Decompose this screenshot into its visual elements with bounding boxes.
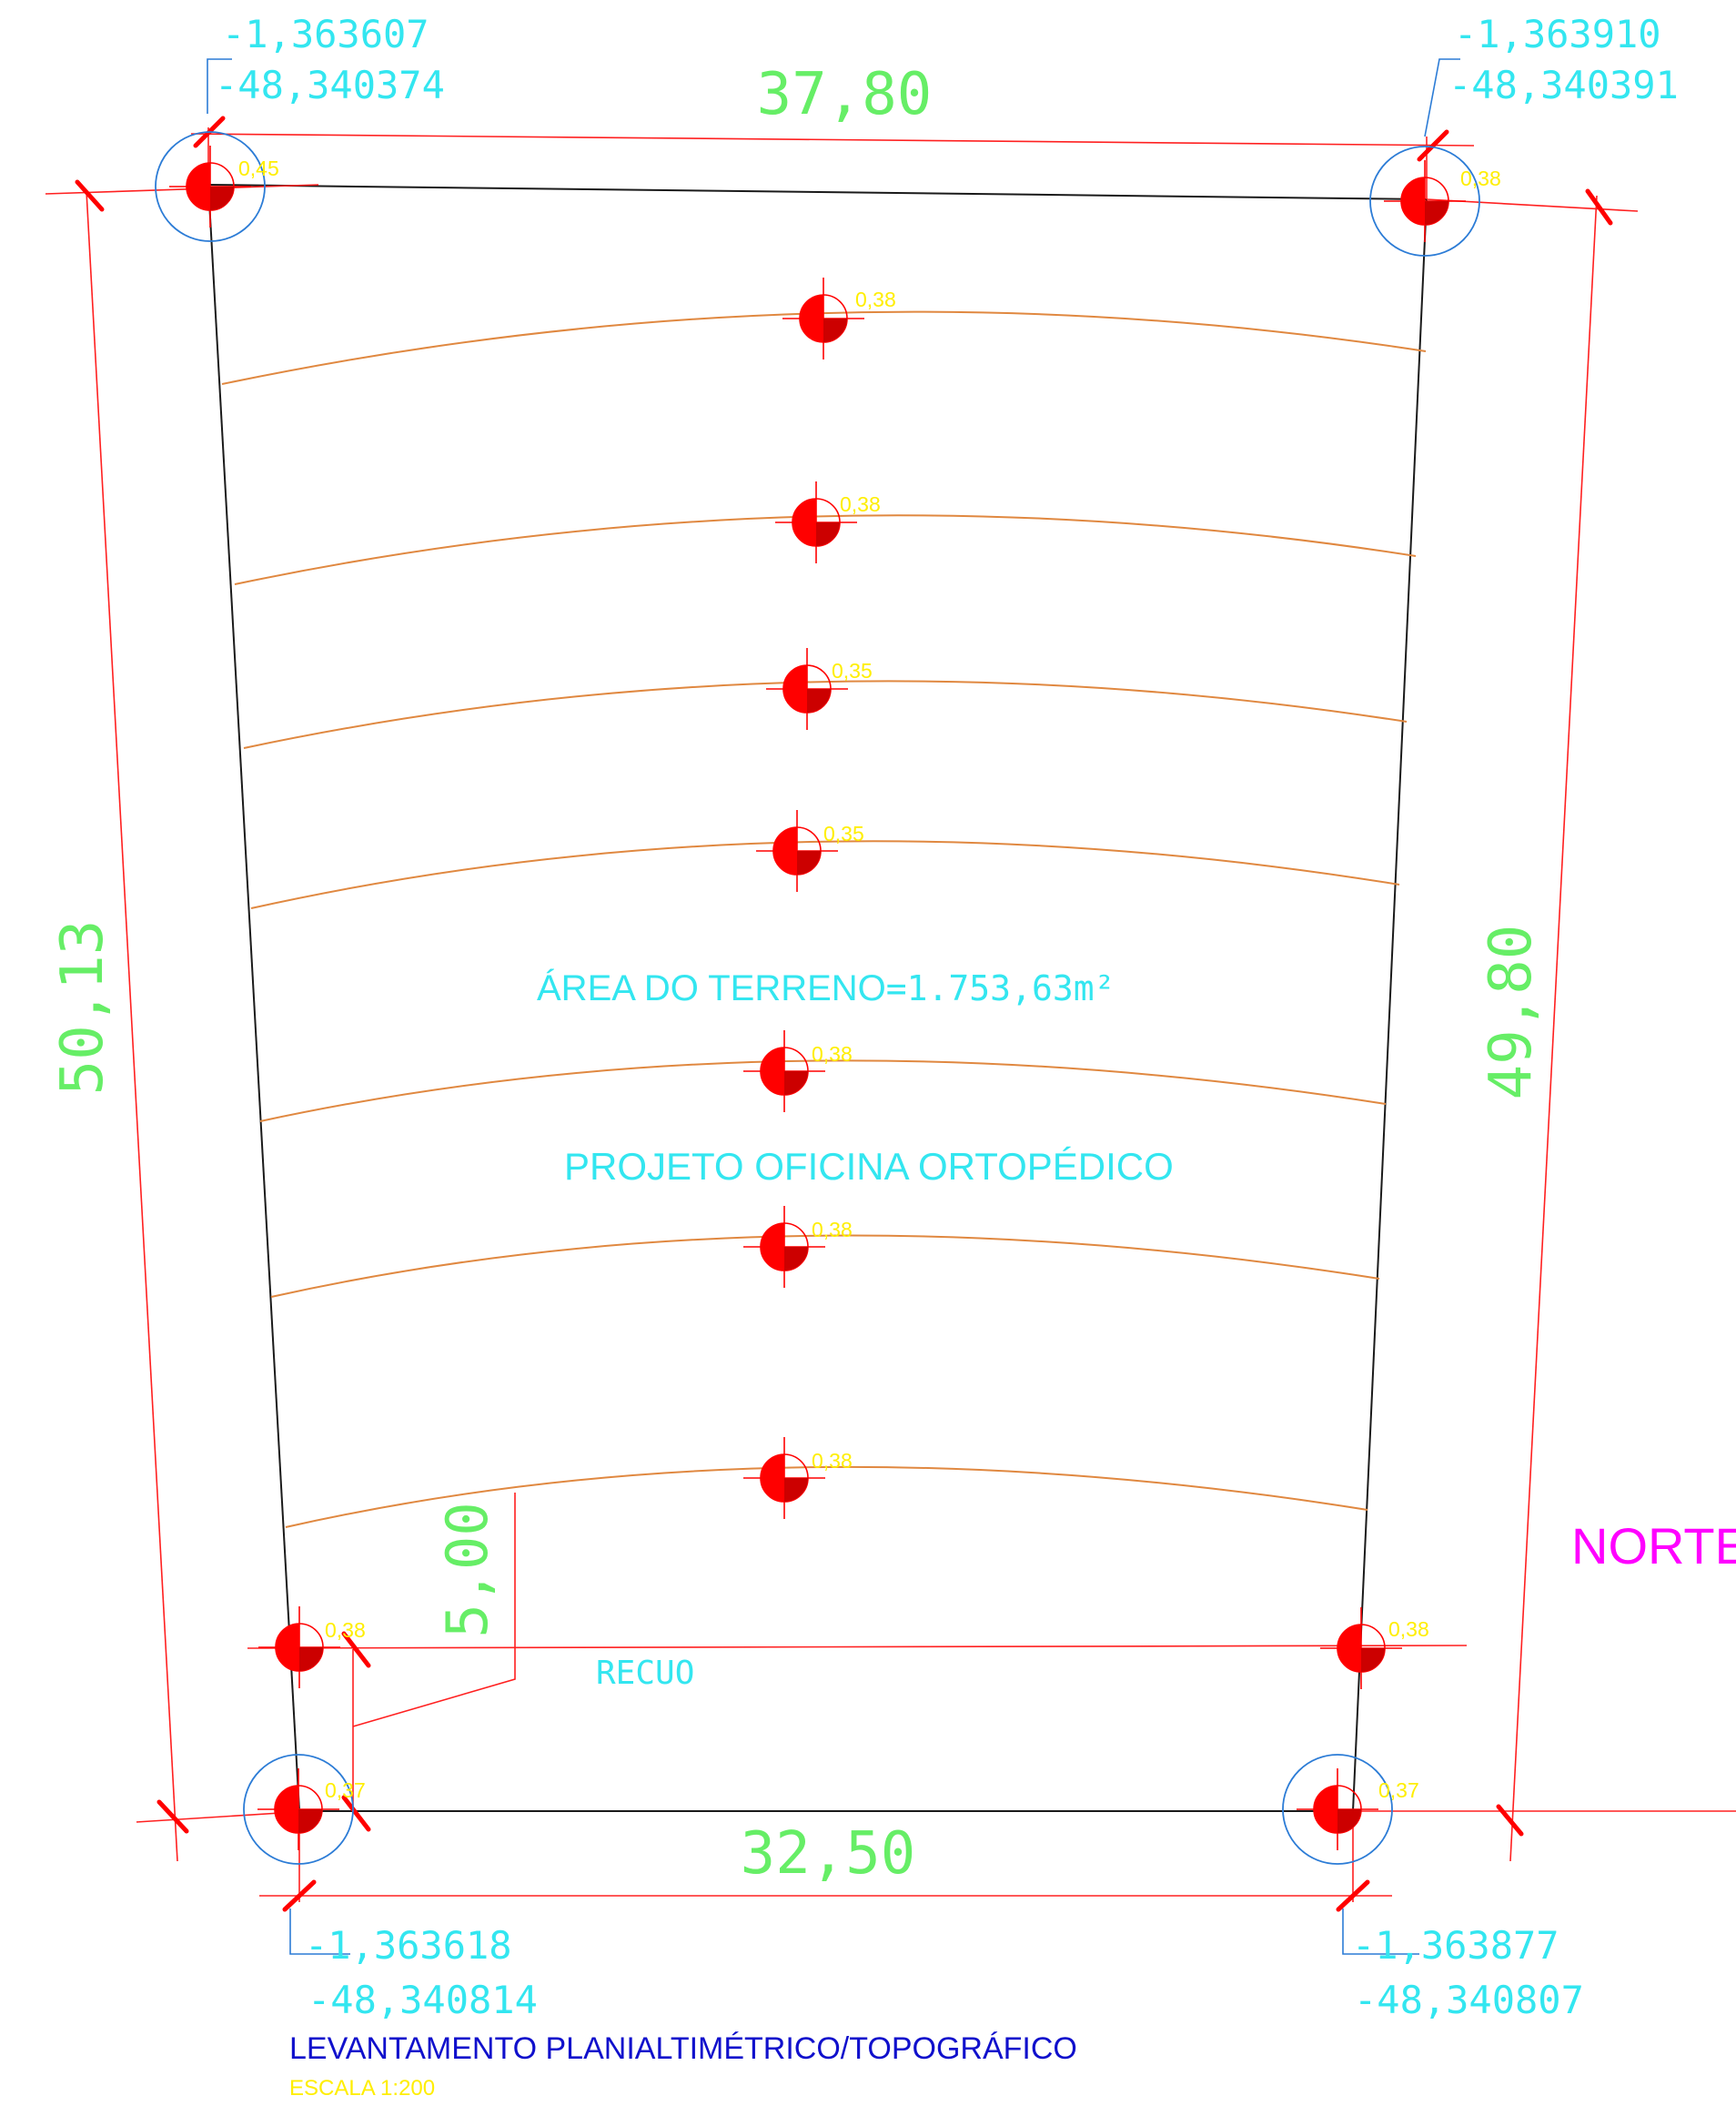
dimension-tick-icon: [75, 179, 105, 212]
survey-point-icon: [169, 146, 251, 228]
coordinate-leader: [1342, 1909, 1419, 1955]
dimension-tick-icon: [1496, 1804, 1524, 1837]
elevation-label: 0,38: [812, 1449, 853, 1473]
boundary-right: [1352, 198, 1428, 1812]
area-value: =1.753,63m²: [886, 968, 1115, 1008]
elevation-label: 0,37: [325, 1778, 366, 1802]
survey-point-icon: [1297, 1768, 1378, 1850]
contour-line: [250, 840, 1400, 909]
dimension-labels: 37,80 32,50 50,13 49,80 5,00: [49, 61, 1545, 1888]
dimension-lines: [45, 58, 1736, 1955]
corner-coordinates: -1,363607 -48,340374 -1,363910 -48,34039…: [215, 12, 1679, 2022]
coordinate-lat-top-left: -1,363607: [222, 12, 429, 56]
drawing-title: LEVANTAMENTO PLANIALTIMÉTRICO/TOPOGRÁFIC…: [289, 2031, 1077, 2066]
elevation-label: 0,35: [832, 659, 873, 683]
survey-point-icon: [766, 648, 848, 730]
dimension-tick-icon: [1417, 129, 1449, 162]
corner-benchmark-icon: [1369, 146, 1480, 257]
survey-point-icon: [756, 810, 838, 892]
project-title: PROJETO OFICINA ORTOPÉDICO: [564, 1145, 1174, 1188]
dimension-line-left: [86, 190, 178, 1862]
corner-benchmark-icon: [243, 1754, 354, 1865]
dimension-tick-icon: [1336, 1879, 1370, 1912]
coordinate-lon-bottom-right: -48,340807: [1354, 1978, 1584, 2022]
setback-line: [247, 1645, 1468, 1649]
dimension-tick-icon: [282, 1879, 317, 1912]
boundary-top: [207, 184, 1428, 200]
coordinate-leader: [1424, 58, 1460, 137]
dimension-line-top: [190, 133, 1475, 147]
coordinate-lon-top-left: -48,340374: [215, 63, 445, 107]
north-label: NORTE: [1571, 1517, 1736, 1574]
contour-line: [270, 1234, 1380, 1298]
boundary-left: [207, 184, 300, 1812]
setback-label: RECUO: [596, 1655, 694, 1692]
dimension-label-right: 49,80: [1478, 925, 1545, 1100]
elevation-label: 0,38: [840, 492, 881, 516]
dimension-line-right: [1509, 195, 1598, 1862]
coordinate-lat-bottom-left: -1,363618: [305, 1923, 512, 1968]
coordinate-lon-bottom-left: -48,340814: [308, 1978, 538, 2022]
survey-point-icon: [1320, 1607, 1402, 1689]
coordinate-lat-top-right: -1,363910: [1454, 12, 1661, 56]
area-name: ÁREA DO TERRENO: [537, 967, 886, 1008]
drawing-scale: ESCALA 1:200: [289, 2076, 435, 2101]
coordinate-lon-top-right: -48,340391: [1448, 63, 1679, 107]
dimension-label-bottom: 32,50: [741, 1820, 916, 1888]
coordinate-leader: [289, 1909, 350, 1955]
dimension-label-left: 50,13: [49, 920, 116, 1096]
coordinate-leader: [207, 58, 232, 114]
spot-elevations: 0,38 0,38 0,35 0,35 0,38 0,38 0,38: [812, 288, 896, 1473]
elevation-label: 0,38: [855, 288, 896, 311]
dimension-tick-icon: [156, 1799, 189, 1834]
survey-point-icon: [782, 278, 864, 359]
elevation-label: 0,45: [238, 157, 279, 180]
contour-line: [243, 680, 1408, 749]
area-label: ÁREA DO TERRENO=1.753,63m²: [537, 967, 1115, 1008]
survey-points: [169, 146, 1466, 1850]
survey-point-icon: [257, 1768, 339, 1850]
corner-benchmark-icon: [1282, 1754, 1393, 1865]
setback-leader: [352, 1493, 516, 1727]
elevation-label: 0,37: [1378, 1778, 1419, 1802]
elevation-label: 0,38: [1460, 167, 1501, 190]
contour-line: [259, 1059, 1387, 1122]
dimension-tick-icon: [1585, 188, 1613, 226]
elevation-label: 0,38: [325, 1618, 366, 1642]
elevation-label: 0,35: [823, 822, 864, 845]
survey-point-icon: [1384, 160, 1466, 242]
survey-point-icon: [743, 1030, 825, 1112]
corner-elevations: 0,45 0,38 0,37 0,37 0,38 0,38: [238, 157, 1501, 1802]
corner-circles: [155, 131, 1480, 1865]
contour-lines: [221, 310, 1427, 1528]
survey-point-icon: [743, 1206, 825, 1288]
dimension-tick-icon: [341, 1795, 371, 1832]
dimension-tick-icon: [341, 1631, 371, 1668]
lot-boundary: [207, 184, 1428, 1812]
elevation-label: 0,38: [812, 1042, 853, 1066]
corner-benchmark-icon: [155, 131, 266, 242]
dimension-label-setback: 5,00: [434, 1502, 500, 1637]
survey-point-icon: [775, 481, 857, 563]
elevation-label: 0,38: [812, 1218, 853, 1241]
contour-line: [234, 514, 1417, 585]
survey-point-icon: [258, 1606, 340, 1688]
contour-line: [285, 1465, 1368, 1528]
coordinate-lat-bottom-right: -1,363877: [1352, 1923, 1559, 1968]
dimension-label-top: 37,80: [757, 61, 933, 128]
survey-point-icon: [743, 1437, 825, 1519]
dimension-ticks: [75, 116, 1613, 1912]
elevation-label: 0,38: [1388, 1617, 1429, 1641]
